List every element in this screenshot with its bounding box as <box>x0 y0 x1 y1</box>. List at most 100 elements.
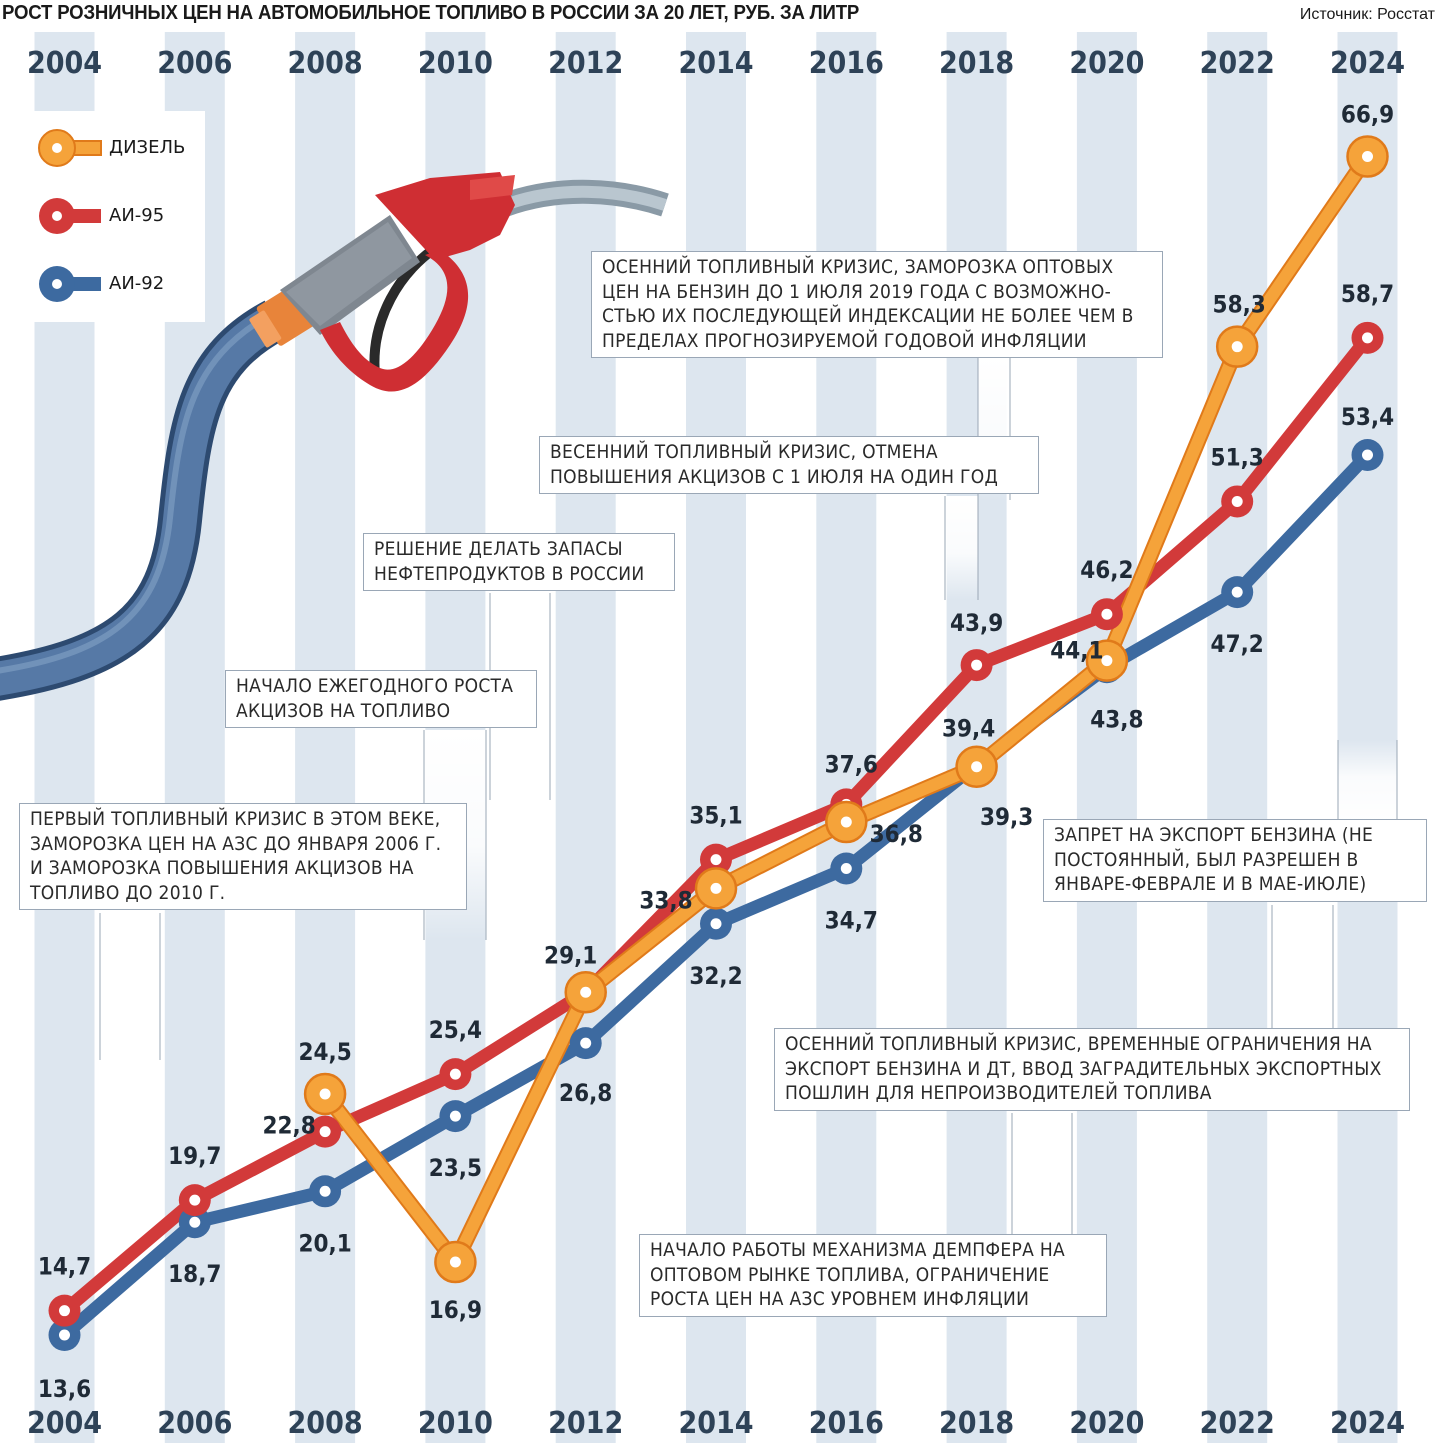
year-stripe-2012 <box>555 32 616 1443</box>
legend-label-ai92: АИ-92 <box>109 273 165 294</box>
marker-ai95-2014 <box>700 843 732 876</box>
marker-ai92-2006 <box>178 1206 211 1239</box>
annotation-2023-autumn-crisis: ОСЕННИЙ ТОПЛИВНЫЙ КРИЗИС, ВРЕМЕННЫЕ ОГРА… <box>774 1028 1410 1111</box>
value-label-diesel-2008: 24,5 <box>298 1038 351 1066</box>
annotation-2016-spring-crisis: ВЕСЕННИЙ ТОПЛИВНЫЙ КРИЗИС, ОТМЕНА ПОВЫШЕ… <box>539 436 1039 494</box>
value-label-ai92-2004: 13,6 <box>38 1375 91 1403</box>
legend-item-diesel: ДИЗЕЛЬ <box>19 128 205 168</box>
marker-diesel-2016 <box>825 800 868 844</box>
value-label-ai95-2010: 25,4 <box>429 1016 482 1044</box>
marker-ai92-2016 <box>830 852 863 885</box>
year-label-top-2022: 2022 <box>1200 46 1275 81</box>
legend-swatch-ai95 <box>39 198 101 234</box>
marker-ai95-2010 <box>439 1058 472 1091</box>
year-label-bottom-2016: 2016 <box>809 1406 884 1441</box>
value-label-ai92-2012: 26,8 <box>559 1079 612 1107</box>
year-stripe-2020 <box>1076 32 1137 1443</box>
marker-ai92-2012 <box>569 1027 602 1060</box>
year-label-bottom-2018: 2018 <box>939 1406 1014 1441</box>
annotation-connector <box>1337 740 1398 822</box>
source-label: Источник: Росстат <box>1299 6 1435 23</box>
value-label-ai92-2018: 39,4 <box>942 715 995 743</box>
marker-diesel-2010 <box>434 1240 477 1284</box>
value-label-diesel-2012: 29,1 <box>544 941 597 969</box>
chart-title: РОСТ РОЗНИЧНЫХ ЦЕН НА АВТОМОБИЛЬНОЕ ТОПЛ… <box>2 2 860 24</box>
marker-ai95-2024 <box>1351 321 1384 354</box>
legend-item-ai92: АИ-92 <box>19 264 205 304</box>
value-label-diesel-2014: 33,8 <box>639 886 692 914</box>
year-labels-top: 2004 2006 2008 2010 2012 2014 2016 2018 2020 2022… <box>27 46 1405 81</box>
year-label-top-2014: 2014 <box>678 46 753 81</box>
year-label-top-2024: 2024 <box>1330 46 1405 81</box>
value-label-ai92-2020: 43,8 <box>1090 705 1143 733</box>
year-stripes <box>34 32 1398 1443</box>
year-label-top-2004: 2004 <box>27 46 102 81</box>
annotation-connector <box>99 913 161 1060</box>
legend-item-ai95: АИ-95 <box>19 196 205 236</box>
annotation-connector <box>1271 905 1334 1030</box>
value-label-ai92-2008: 20,1 <box>298 1229 351 1257</box>
marker-diesel-2014 <box>694 867 738 910</box>
value-label-ai95-2008: 22,8 <box>262 1112 315 1140</box>
value-label-diesel-2020: 44,1 <box>1050 637 1103 665</box>
value-labels: 24,5 16,9 29,1 33,8 36,8 39,3 44,1 58,3 66,9 14,7… <box>38 101 1394 1403</box>
value-label-ai92-2022: 47,2 <box>1211 630 1264 658</box>
year-label-bottom-2024: 2024 <box>1330 1406 1405 1441</box>
marker-diesel-2008 <box>303 1072 347 1116</box>
marker-ai95-2004 <box>48 1294 81 1327</box>
value-label-ai95-2020: 46,2 <box>1080 556 1133 584</box>
year-label-bottom-2020: 2020 <box>1069 1406 1144 1441</box>
marker-diesel-2022 <box>1215 325 1259 368</box>
marker-ai95-2020 <box>1090 598 1123 631</box>
marker-ai92-2008 <box>309 1175 342 1208</box>
marker-ai95-2006 <box>178 1184 211 1217</box>
legend: ДИЗЕЛЬ АИ-95 АИ-92 <box>19 111 205 322</box>
marker-ai92-2022 <box>1221 576 1254 609</box>
value-label-ai95-2024: 58,7 <box>1341 280 1394 308</box>
value-label-ai92-2024: 53,4 <box>1341 403 1394 431</box>
value-label-ai95-2016: 37,6 <box>825 750 878 778</box>
value-label-ai95-2022: 51,3 <box>1211 443 1264 471</box>
annotation-2010-excise: НАЧАЛО ЕЖЕГОДНОГО РОСТА АКЦИЗОВ НА ТОПЛИ… <box>225 670 537 728</box>
year-label-bottom-2022: 2022 <box>1200 1406 1275 1441</box>
year-label-bottom-2012: 2012 <box>548 1406 623 1441</box>
annotation-2023-export-ban: ЗАПРЕТ НА ЭКСПОРТ БЕНЗИНА (НЕ ПОСТОЯННЫЙ… <box>1043 819 1427 902</box>
year-label-top-2006: 2006 <box>157 46 232 81</box>
year-label-top-2018: 2018 <box>939 46 1014 81</box>
year-label-bottom-2006: 2006 <box>157 1406 232 1441</box>
marker-diesel-2020 <box>1085 639 1129 682</box>
year-stripe-2016 <box>816 32 877 1443</box>
year-label-top-2008: 2008 <box>288 46 363 81</box>
year-label-top-2012: 2012 <box>548 46 623 81</box>
value-label-ai92-2006: 18,7 <box>168 1260 221 1288</box>
marker-diesel-2018 <box>955 745 998 789</box>
value-label-ai92-2014: 32,2 <box>689 962 742 990</box>
value-label-diesel-2024: 66,9 <box>1341 101 1394 129</box>
marker-ai95-2022 <box>1221 485 1254 518</box>
year-stripe-2014 <box>686 32 746 1443</box>
annotation-connector <box>1011 1113 1073 1240</box>
marker-ai95-2008 <box>309 1115 342 1148</box>
annotation-connector <box>944 496 979 600</box>
fuel-nozzle-icon <box>0 172 669 701</box>
year-labels-bottom: 2004 2006 2008 2010 2012 2014 2016 2018 2020 2022… <box>27 1406 1405 1441</box>
year-label-bottom-2004: 2004 <box>27 1406 102 1441</box>
legend-swatch-ai92 <box>39 266 101 302</box>
value-label-ai95-2018: 43,9 <box>950 609 1003 637</box>
value-label-ai92-2010: 23,5 <box>429 1154 482 1182</box>
value-label-diesel-2010: 16,9 <box>429 1296 482 1324</box>
value-label-ai92-2016: 34,7 <box>825 906 878 934</box>
year-stripe-2024 <box>1337 32 1398 1443</box>
value-label-ai95-2004: 14,7 <box>38 1253 91 1281</box>
value-label-diesel-2016: 36,8 <box>870 820 923 848</box>
annotation-2005-first-crisis: ПЕРВЫЙ ТОПЛИВНЫЙ КРИЗИС В ЭТОМ ВЕКЕ, ЗАМ… <box>19 803 467 910</box>
value-label-diesel-2022: 58,3 <box>1213 291 1266 319</box>
marker-ai92-2004 <box>48 1319 81 1351</box>
marker-diesel-2024 <box>1346 135 1389 178</box>
year-label-bottom-2010: 2010 <box>418 1406 493 1441</box>
annotation-2019-damper: НАЧАЛО РАБОТЫ МЕХАНИЗМА ДЕМПФЕРА НА ОПТО… <box>639 1234 1107 1317</box>
year-label-bottom-2008: 2008 <box>288 1406 363 1441</box>
marker-ai92-2024 <box>1351 439 1384 472</box>
year-label-top-2010: 2010 <box>418 46 493 81</box>
